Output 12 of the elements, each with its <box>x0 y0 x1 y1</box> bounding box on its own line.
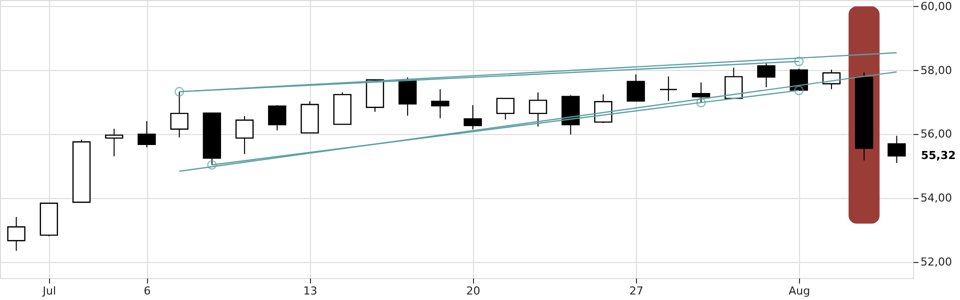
text: 55,32 <box>921 148 956 162</box>
y-tick-label: 60,00 <box>920 0 952 13</box>
y-tick-label: 58,00 <box>920 64 952 77</box>
x-tick-label: 13 <box>303 284 318 298</box>
x-tick-label: Jul <box>42 284 56 298</box>
x-tick-label: 20 <box>466 284 480 298</box>
x-tick-label: 27 <box>629 284 644 298</box>
y-tick-label: 56,00 <box>920 128 952 141</box>
x-tick-label: Aug <box>788 284 810 298</box>
x-tick-label: 6 <box>144 284 151 298</box>
y-tick-label: 52,00 <box>920 256 952 269</box>
y-tick-label: 54,00 <box>920 192 952 205</box>
